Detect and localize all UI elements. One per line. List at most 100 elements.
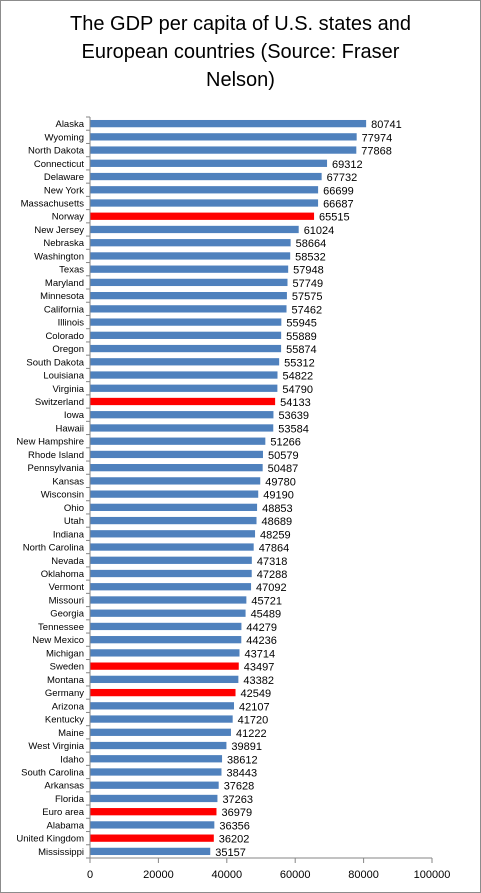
bar-new-jersey xyxy=(90,225,299,234)
x-tick-label: 20000 xyxy=(143,869,174,881)
category-label-north-carolina: North Carolina xyxy=(23,543,85,554)
category-label-wisconsin: Wisconsin xyxy=(41,490,84,501)
x-tick-label: 0 xyxy=(87,869,93,881)
value-label-new-york: 66699 xyxy=(323,185,354,197)
bar-missouri xyxy=(90,596,247,604)
bar-iowa xyxy=(90,411,274,419)
category-label-hawaii: Hawaii xyxy=(55,423,84,434)
category-label-maryland: Maryland xyxy=(45,278,84,289)
category-label-florida: Florida xyxy=(55,794,85,805)
bar-illinois xyxy=(90,318,282,326)
value-label-california: 57462 xyxy=(292,304,323,316)
bar-hawaii xyxy=(90,424,274,432)
category-label-nevada: Nevada xyxy=(51,556,84,567)
category-label-new-mexico: New Mexico xyxy=(32,635,84,646)
bar-germany xyxy=(90,688,236,697)
category-label-tennessee: Tennessee xyxy=(38,622,84,633)
value-label-wisconsin: 49190 xyxy=(263,490,294,502)
value-label-arizona: 42107 xyxy=(239,701,270,713)
value-label-florida: 37263 xyxy=(222,794,253,806)
bar-texas xyxy=(90,265,289,273)
x-tick-label: 40000 xyxy=(212,869,243,881)
value-label-hawaii: 53584 xyxy=(278,423,309,435)
category-label-wyoming: Wyoming xyxy=(44,132,84,143)
value-label-kansas: 49780 xyxy=(265,476,296,488)
category-label-west-virginia: West Virginia xyxy=(28,741,84,752)
bar-connecticut xyxy=(90,159,328,167)
category-label-missouri: Missouri xyxy=(49,595,84,606)
bar-wisconsin xyxy=(90,490,259,498)
value-label-louisiana: 54822 xyxy=(282,371,313,383)
category-label-switzerland: Switzerland xyxy=(35,397,84,408)
value-label-georgia: 45489 xyxy=(251,609,282,621)
bar-arkansas xyxy=(90,781,219,789)
category-label-montana: Montana xyxy=(47,675,85,686)
bar-nevada xyxy=(90,556,252,564)
bar-north-carolina xyxy=(90,543,254,551)
value-label-indiana: 48259 xyxy=(260,529,291,541)
value-label-new-mexico: 44236 xyxy=(246,635,277,647)
value-label-missouri: 45721 xyxy=(251,595,282,607)
value-label-germany: 42549 xyxy=(241,688,272,700)
category-label-united-kingdom: United Kingdom xyxy=(16,834,84,845)
category-label-norway: Norway xyxy=(52,212,84,223)
bar-sweden xyxy=(90,662,239,670)
value-label-new-jersey: 61024 xyxy=(304,225,335,237)
bar-switzerland xyxy=(90,397,276,406)
bar-virginia xyxy=(90,384,278,392)
value-label-united-kingdom: 36202 xyxy=(219,834,250,846)
bar-washington xyxy=(90,252,291,260)
bar-kansas xyxy=(90,477,261,485)
value-label-sweden: 43497 xyxy=(244,662,275,674)
value-label-alaska: 80741 xyxy=(371,119,402,131)
value-label-virginia: 54790 xyxy=(282,384,313,396)
category-label-minnesota: Minnesota xyxy=(40,291,85,302)
category-label-texas: Texas xyxy=(59,265,84,276)
category-label-idaho: Idaho xyxy=(60,754,84,765)
bar-maryland xyxy=(90,278,288,287)
category-label-louisiana: Louisiana xyxy=(43,371,84,382)
bar-maine xyxy=(90,728,231,736)
value-label-new-hampshire: 51266 xyxy=(270,437,301,449)
value-label-nevada: 47318 xyxy=(257,556,288,568)
bar-idaho xyxy=(90,755,223,763)
value-label-colorado: 55889 xyxy=(286,331,317,343)
category-label-arizona: Arizona xyxy=(52,701,85,712)
value-label-arkansas: 37628 xyxy=(224,781,255,793)
bar-oklahoma xyxy=(90,569,252,578)
bar-south-carolina xyxy=(90,768,222,776)
category-label-euro-area: Euro area xyxy=(42,807,84,818)
value-label-west-virginia: 39891 xyxy=(231,741,262,753)
bar-minnesota xyxy=(90,292,287,300)
value-label-wyoming: 77974 xyxy=(362,132,393,144)
value-label-connecticut: 69312 xyxy=(332,159,363,171)
value-label-massachusetts: 66687 xyxy=(323,199,354,211)
bar-oregon xyxy=(90,344,282,353)
bar-delaware xyxy=(90,172,322,181)
value-label-south-dakota: 55312 xyxy=(284,357,315,369)
bar-vermont xyxy=(90,583,252,591)
category-label-south-dakota: South Dakota xyxy=(26,357,84,368)
bar-new-hampshire xyxy=(90,437,266,445)
value-label-maine: 41222 xyxy=(236,728,267,740)
category-label-washington: Washington xyxy=(34,251,84,262)
category-label-kentucky: Kentucky xyxy=(45,715,84,726)
category-label-maine: Maine xyxy=(58,728,84,739)
chart-title-line-3: Nelson) xyxy=(206,69,275,91)
category-label-utah: Utah xyxy=(64,516,84,527)
bar-michigan xyxy=(90,649,240,657)
bar-alaska xyxy=(90,119,367,128)
category-label-ohio: Ohio xyxy=(64,503,84,514)
value-label-delaware: 67732 xyxy=(327,172,358,184)
value-label-rhode-island: 50579 xyxy=(268,450,299,462)
value-label-washington: 58532 xyxy=(295,251,326,263)
category-label-rhode-island: Rhode Island xyxy=(28,450,84,461)
category-label-california: California xyxy=(44,304,85,315)
category-label-new-hampshire: New Hampshire xyxy=(16,437,84,448)
value-label-south-carolina: 38443 xyxy=(226,767,257,779)
chart-title-line-2: European countries (Source: Fraser xyxy=(81,41,400,63)
bar-nebraska xyxy=(90,239,291,247)
value-label-north-dakota: 77868 xyxy=(361,146,392,158)
bar-new-mexico xyxy=(90,636,242,644)
category-label-germany: Germany xyxy=(45,688,84,699)
